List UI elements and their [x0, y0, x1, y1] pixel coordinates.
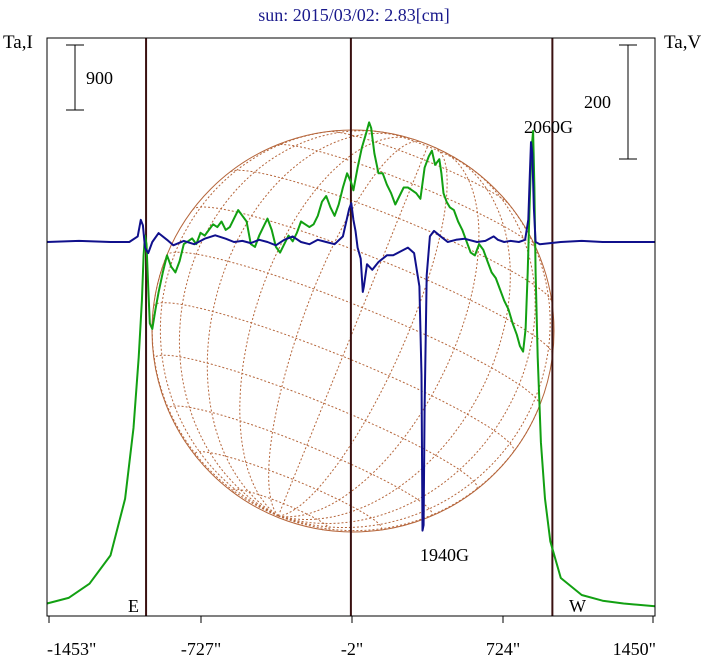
latitude-line [167, 405, 433, 517]
longitude-line [268, 140, 423, 517]
series-layer [46, 121, 656, 608]
east-limb-label: E [128, 596, 139, 616]
x-tick-label: 1450" [613, 639, 656, 659]
longitude-line [239, 136, 414, 517]
series-i-line [46, 121, 656, 608]
latitude-line [153, 354, 478, 491]
left-scale-value: 900 [86, 68, 113, 88]
annotation-1940g: 1940G [420, 545, 469, 565]
vertical-markers [145, 38, 554, 616]
latitude-line [194, 451, 383, 531]
latitude-line [328, 131, 510, 205]
west-limb-label: W [569, 596, 586, 616]
left-axis-label: Ta,I [3, 32, 33, 53]
latitude-line [192, 206, 554, 356]
plot-frame [46, 37, 656, 617]
latitude-line [276, 144, 538, 251]
x-tick-label: 724" [486, 639, 520, 659]
chart-title: sun: 2015/03/02: 2.83[cm] [258, 5, 450, 25]
left-scale-bar [66, 44, 84, 111]
longitude-line [278, 155, 511, 520]
longitude-line [159, 130, 339, 517]
x-axis: -1453" -727" -2" 724" 1450" [47, 616, 656, 659]
latitude-line [384, 132, 469, 167]
series-v-line [46, 141, 655, 532]
longitude-line [278, 150, 480, 518]
longitude-line [278, 406, 540, 532]
right-scale-value: 200 [584, 92, 611, 112]
x-tick-label: -727" [181, 639, 221, 659]
longitude-line [278, 196, 551, 528]
x-tick-label: -1453" [47, 639, 96, 659]
longitude-line [206, 132, 404, 517]
latitude-line [230, 169, 553, 302]
longitude-line [151, 255, 279, 517]
longitude-line [278, 146, 448, 517]
sun-disk-grid [151, 129, 555, 533]
x-tick-label: -2" [341, 639, 363, 659]
latitude-line [166, 251, 541, 407]
annotation-2060g: 2060G [524, 117, 573, 137]
right-axis-label: Ta,V [664, 32, 701, 53]
longitude-line [277, 144, 429, 517]
right-scale-bar [619, 44, 637, 160]
